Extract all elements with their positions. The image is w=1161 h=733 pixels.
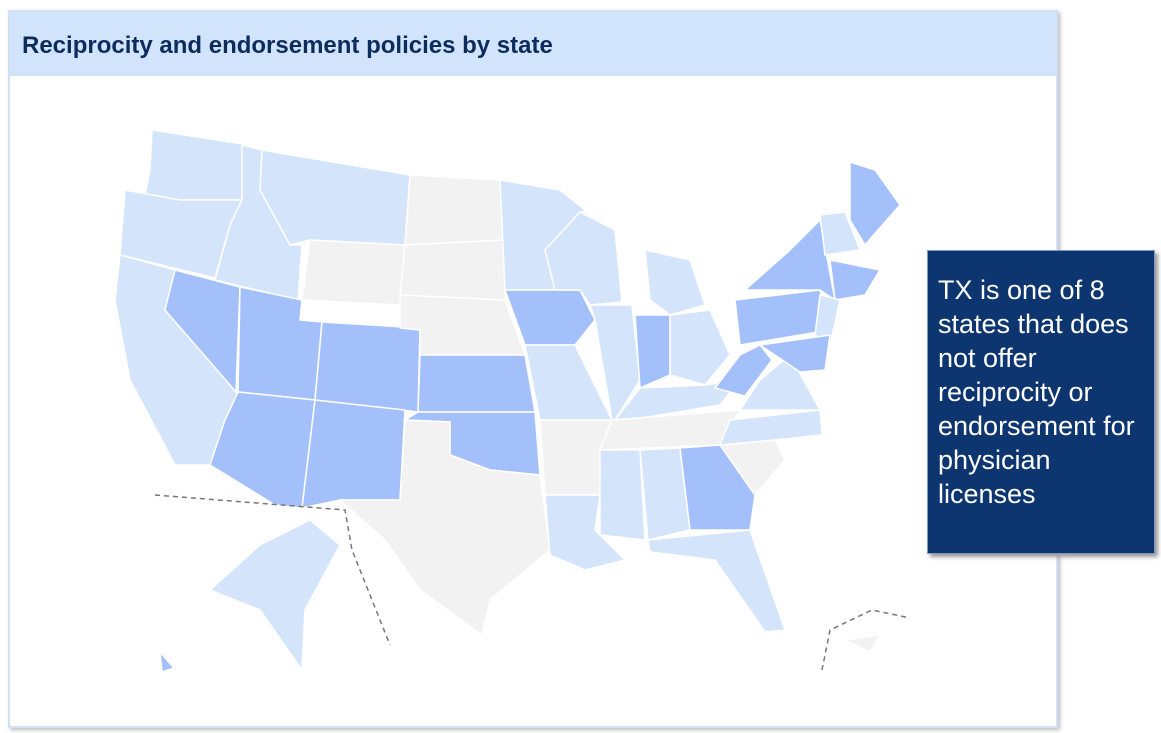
state: [237, 286, 323, 401]
state: [301, 399, 406, 509]
state: [713, 344, 773, 397]
state: [849, 160, 901, 247]
inset-divider: [821, 609, 911, 671]
state: [399, 239, 506, 301]
inset-divider: [154, 494, 391, 646]
state: [524, 344, 614, 421]
state: [819, 211, 862, 256]
state: [144, 129, 251, 201]
state: [301, 239, 406, 306]
state: [417, 354, 536, 413]
state: [314, 321, 421, 413]
state: [757, 334, 831, 373]
state: [842, 634, 882, 653]
header: Reciprocity and endorsement policies by …: [10, 12, 1056, 76]
state: [599, 449, 646, 541]
state: [259, 149, 411, 246]
title: Reciprocity and endorsement policies by …: [22, 32, 553, 59]
state: [814, 294, 841, 347]
state: [743, 218, 837, 302]
state: [718, 409, 823, 446]
state: [829, 259, 882, 301]
state: [338, 419, 551, 637]
state: [669, 309, 731, 386]
state: [644, 249, 706, 316]
state: [634, 314, 671, 390]
state: [647, 529, 787, 633]
state: [208, 519, 341, 673]
state: [679, 444, 756, 531]
state: [544, 211, 623, 306]
state: [159, 649, 176, 674]
callout: TX is one of 8 states that does not offe…: [927, 250, 1155, 554]
state: [404, 174, 506, 246]
